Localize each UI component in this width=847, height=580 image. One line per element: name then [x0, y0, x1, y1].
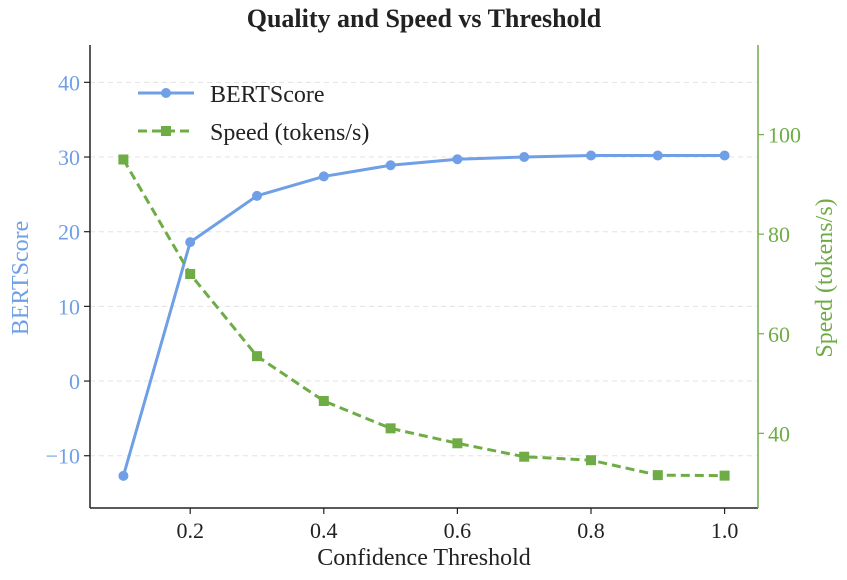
- data-point-bertscore: [318, 171, 329, 182]
- left-tick-label: 40: [58, 70, 80, 95]
- data-point-bertscore: [452, 154, 463, 165]
- x-tick-label: 1.0: [711, 518, 739, 543]
- left-tick-label: 0: [69, 369, 80, 394]
- left-tick-label: 20: [58, 220, 80, 245]
- data-point-speed: [318, 395, 329, 406]
- data-point-speed: [252, 351, 262, 362]
- right-tick-label: 100: [768, 123, 801, 148]
- data-point-bertscore: [185, 237, 196, 248]
- legend-marker-bertscore: [161, 88, 171, 98]
- data-point-bertscore: [118, 470, 129, 481]
- data-point-speed: [719, 470, 730, 481]
- right-tick-label: 40: [768, 421, 790, 446]
- x-tick-label: 0.2: [176, 518, 204, 543]
- x-axis-label: Confidence Threshold: [317, 545, 531, 571]
- right-axis-label: Speed (tokens/s): [812, 198, 838, 357]
- axes: 0.2 0.4 0.6 0.8 1.0 −10 0 10 20 30 40 40 60 80 100: [46, 45, 801, 543]
- x-tick-label: 0.6: [444, 518, 472, 543]
- data-point-bertscore: [519, 152, 530, 163]
- left-axis-label: BERTScore: [8, 221, 34, 336]
- data-point-bertscore: [652, 150, 663, 161]
- data-point-speed: [185, 269, 196, 280]
- left-tick-label: 10: [58, 294, 80, 319]
- data-point-speed: [586, 455, 596, 466]
- data-point-bertscore: [385, 160, 396, 171]
- data-point-bertscore: [586, 150, 596, 161]
- data-point-speed: [452, 438, 463, 449]
- data-point-speed: [652, 470, 663, 481]
- right-tick-label: 80: [768, 222, 790, 247]
- data-point-bertscore: [719, 150, 730, 161]
- legend: BERTScore Speed (tokens/s): [138, 82, 369, 146]
- data-point-speed: [118, 154, 129, 165]
- chart-title: Quality and Speed vs Threshold: [247, 4, 602, 33]
- grid-lines: [90, 81, 758, 457]
- series-line-bertscore: [121, 154, 725, 477]
- x-tick-label: 0.8: [577, 518, 605, 543]
- data-point-speed: [519, 451, 530, 462]
- data-point-speed: [385, 423, 396, 434]
- data-point-bertscore: [252, 190, 262, 201]
- legend-marker-speed: [161, 126, 171, 136]
- legend-label-bertscore: BERTScore: [210, 82, 325, 108]
- legend-label-speed: Speed (tokens/s): [210, 120, 369, 146]
- right-tick-label: 60: [768, 322, 790, 347]
- left-tick-label: 30: [58, 145, 80, 170]
- left-tick-label: −10: [46, 444, 80, 469]
- series: [118, 150, 730, 481]
- x-tick-label: 0.4: [310, 518, 338, 543]
- series-line-speed: [122, 158, 725, 478]
